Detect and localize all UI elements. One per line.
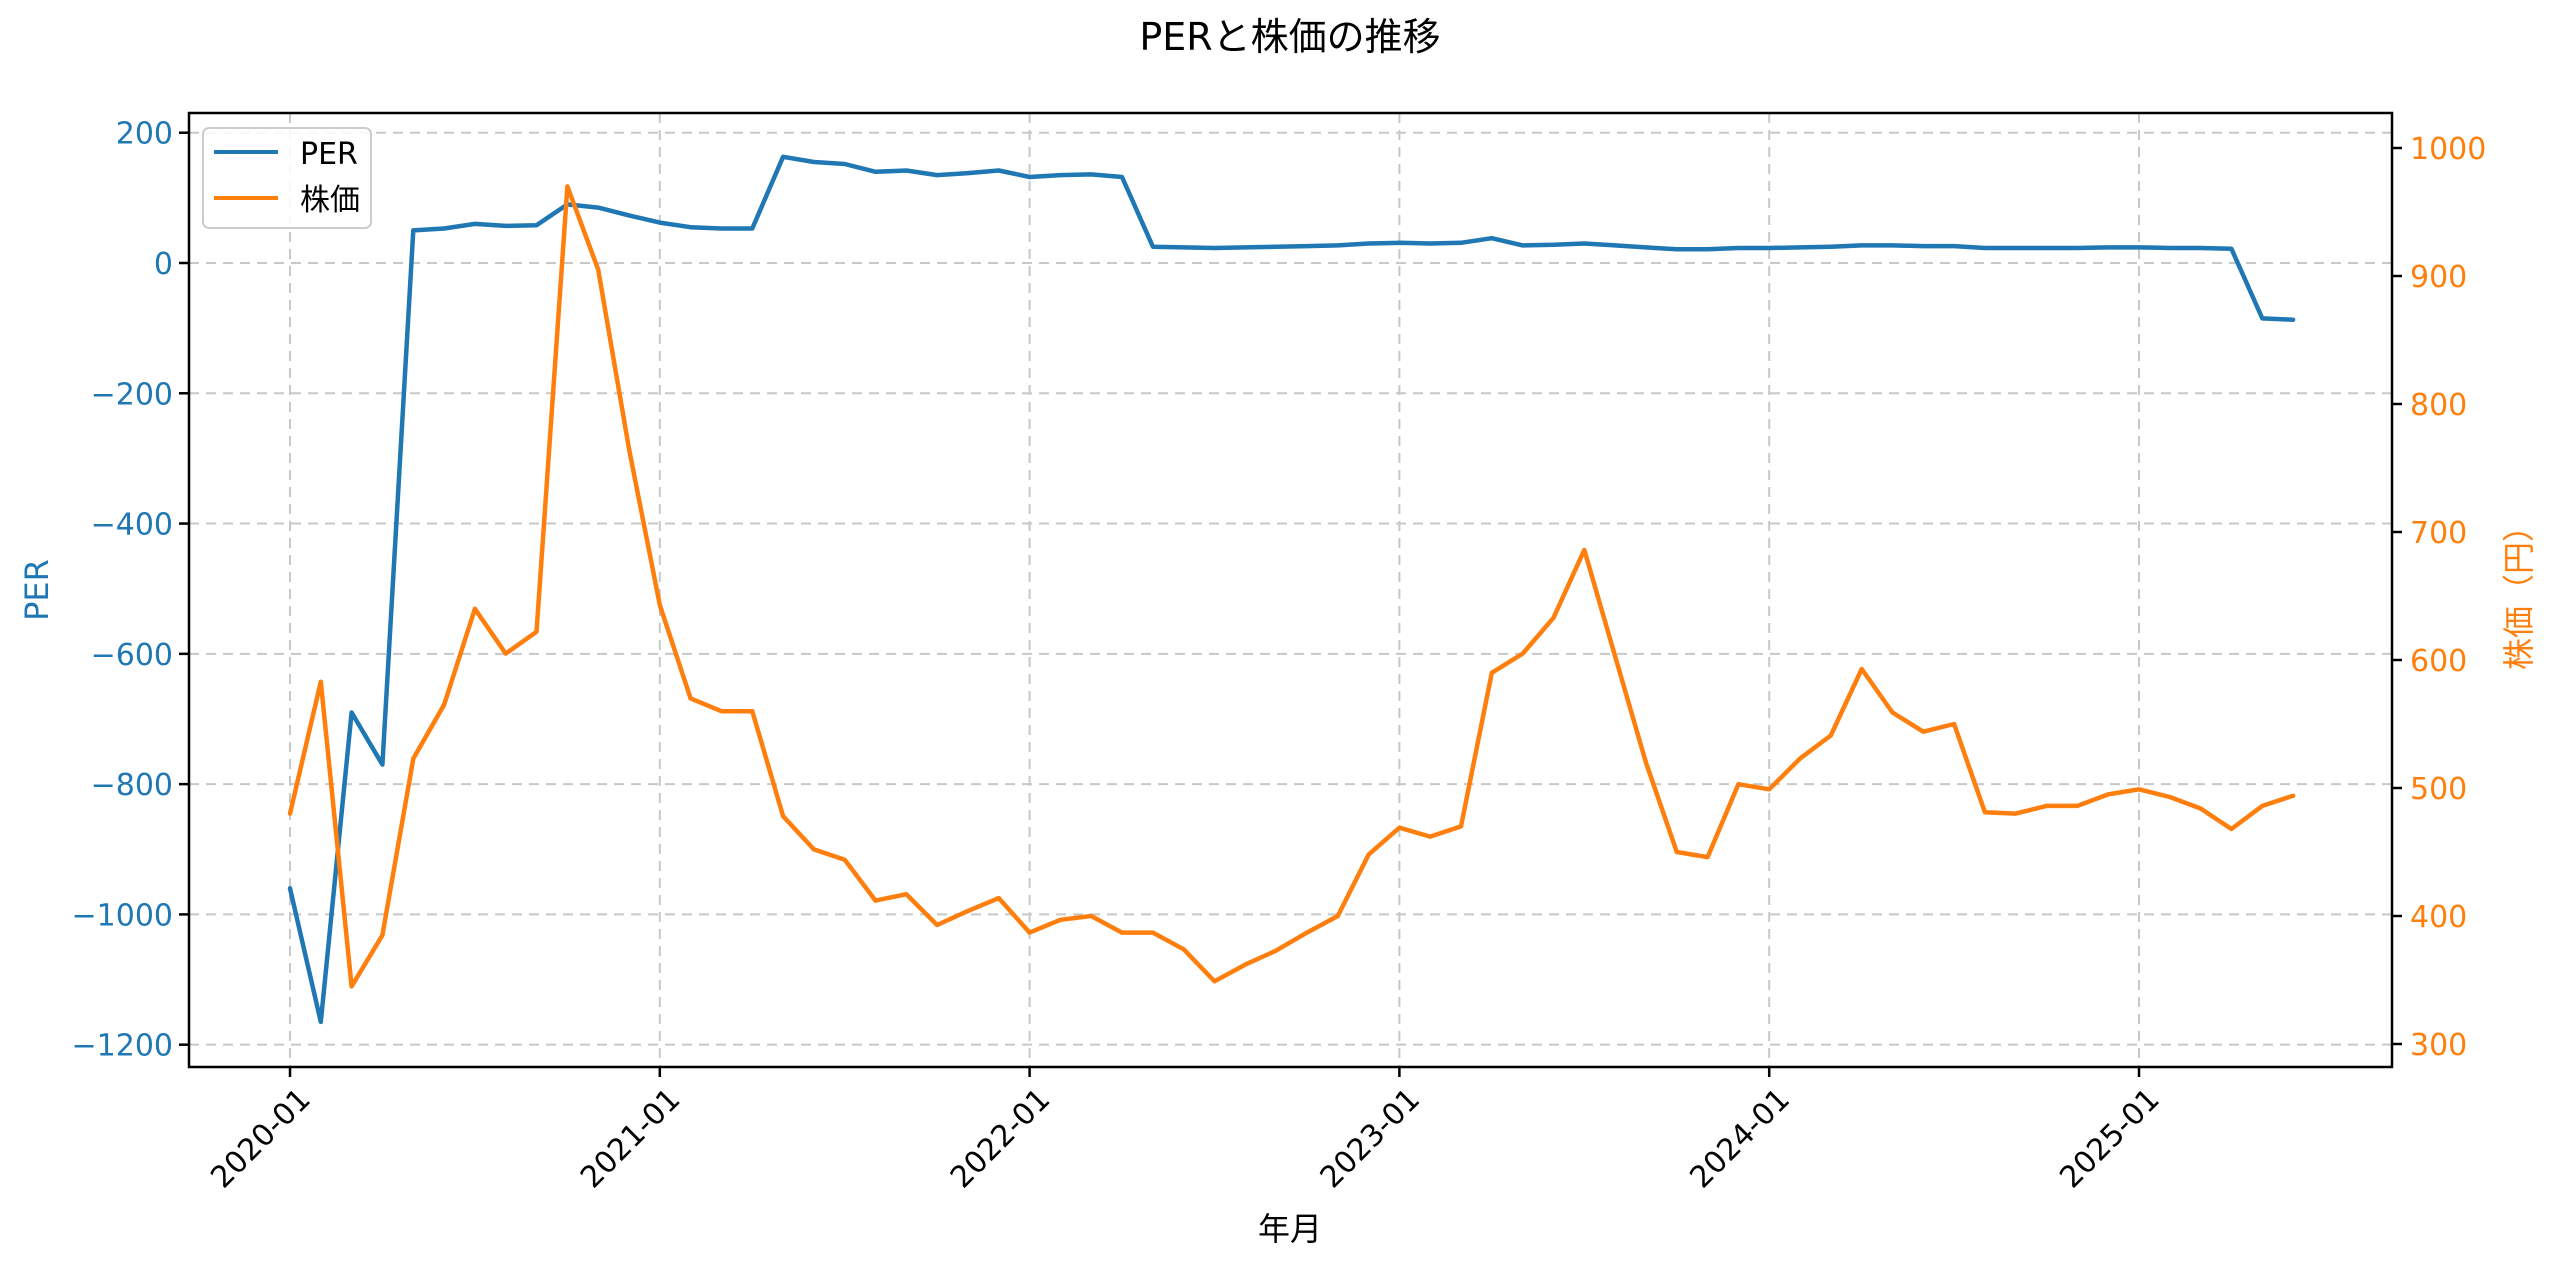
y-tick-label-left: −1000: [72, 898, 173, 933]
y-tick-label-right: 600: [2410, 644, 2467, 679]
y-tick-label-left: −200: [91, 377, 173, 412]
y-tick-label-right: 1000: [2410, 132, 2486, 167]
y-tick-label-right: 900: [2410, 260, 2467, 295]
plot-frame: [187, 111, 2394, 1069]
y-tick-label-left: −1200: [72, 1029, 173, 1064]
y-tick-label-right: 700: [2410, 516, 2467, 551]
left-y-axis: 200 0 −200 −400 −600 −800 −1000 −1200: [72, 117, 189, 1064]
chart-title: PERと株価の推移: [1139, 15, 1440, 59]
data-lines: [287, 154, 2296, 1025]
legend: PER 株価: [202, 127, 372, 229]
x-tick-label: 2020-01: [204, 1082, 317, 1195]
x-tick-label: 2021-01: [574, 1082, 687, 1195]
y-tick-label-left: 0: [154, 247, 173, 282]
y-tick-label-right: 400: [2410, 900, 2467, 935]
y-tick-label-left: −400: [91, 508, 173, 543]
y-tick-label-right: 300: [2410, 1028, 2467, 1063]
x-tick-label: 2023-01: [1314, 1082, 1427, 1195]
price-line: [287, 184, 2296, 989]
x-tick-label: 2025-01: [2053, 1082, 2166, 1195]
right-y-axis: 1000 900 800 700 600 500 400 300: [2392, 132, 2486, 1063]
x-axis-label: 年月: [1258, 1210, 1322, 1248]
y-tick-label-right: 800: [2410, 388, 2467, 423]
x-tick-label: 2024-01: [1683, 1082, 1796, 1195]
y-tick-label-left: 200: [116, 117, 173, 152]
per-line: [287, 154, 2296, 1025]
grid-lines: [189, 113, 2392, 1067]
y-tick-label-left: −600: [91, 638, 173, 673]
y-axis-label-left: PER: [18, 559, 56, 621]
x-axis: 2020-01 2021-01 2022-01 2023-01 2024-01 2025-…: [204, 1067, 2167, 1195]
x-tick-label: 2022-01: [944, 1082, 1057, 1195]
legend-label-per: PER: [300, 137, 358, 172]
y-axis-label-right: 株価（円）: [2500, 510, 2538, 670]
y-tick-label-left: −800: [91, 768, 173, 803]
y-tick-label-right: 500: [2410, 772, 2467, 807]
legend-label-price: 株価: [300, 183, 360, 218]
